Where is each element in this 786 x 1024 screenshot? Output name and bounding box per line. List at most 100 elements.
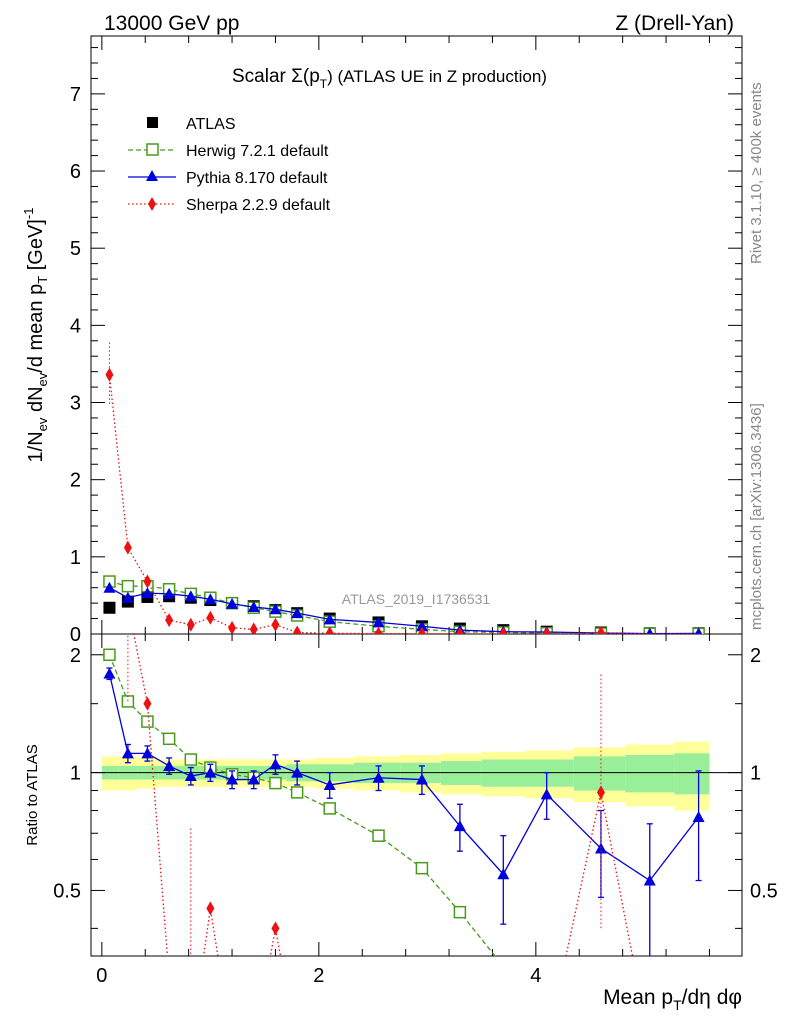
main-point-sherpa-4	[186, 617, 195, 632]
main-point-sherpa-5	[206, 610, 215, 625]
main-point-pythia-8	[269, 603, 282, 615]
main-line-herwig	[109, 580, 699, 634]
ratio-point-pythia-10	[323, 778, 336, 790]
ratio-point-pythia-5	[204, 766, 217, 778]
main-point-pythia-18	[694, 627, 703, 634]
ratio-point-pythia-3	[163, 759, 176, 771]
ratio-point-sherpa-16	[596, 785, 605, 800]
ratio-point-herwig-0	[103, 648, 116, 662]
main-point-pythia-1	[121, 591, 134, 603]
x-axis-title: Mean pT/dη dφ	[603, 986, 742, 1013]
main-point-sherpa-8	[271, 617, 280, 632]
legend-label-herwig: Herwig 7.2.1 default	[186, 143, 329, 160]
plot-title-sub: T	[320, 77, 328, 91]
main-point-pythia-11	[372, 616, 385, 628]
header-left: 13000 GeV pp	[104, 12, 239, 35]
x-tick-label-2: 4	[530, 965, 541, 987]
y-ratio-tick-label-right-1: 1	[750, 763, 761, 785]
y-main-tick-label-3: 3	[70, 393, 81, 415]
y-ratio-tick-label-0: 0.5	[53, 880, 81, 902]
ratio-point-sherpa-2	[143, 696, 152, 711]
legend-marker-herwig	[146, 143, 159, 156]
y-main-tick-label-0: 0	[70, 624, 81, 646]
main-point-pythia-3	[163, 587, 176, 599]
ratio-point-pythia-15	[540, 788, 553, 800]
y-main-tick-label-1: 1	[70, 547, 81, 569]
ratio-point-pythia-12	[415, 773, 428, 785]
ratio-line-sherpa	[133, 634, 634, 956]
main-point-sherpa-3	[165, 613, 174, 628]
ratio-point-pythia-2	[141, 747, 154, 759]
y-main-tick-label-2: 2	[70, 470, 81, 492]
ratio-point-herwig-3	[162, 732, 176, 746]
main-point-pythia-9	[291, 607, 304, 619]
band-green-17	[625, 754, 675, 793]
ratio-point-pythia-17	[643, 874, 656, 886]
plot-title-main: Scalar Σ(p	[232, 66, 320, 87]
main-point-sherpa-7	[249, 622, 258, 634]
ratio-point-herwig-11	[372, 829, 385, 842]
main-point-sherpa-15	[542, 626, 551, 634]
legend-label-atlas: ATLAS	[186, 116, 236, 133]
plot-title: Scalar Σ(pT) (ATLAS UE in Z production)	[232, 66, 547, 91]
main-point-pythia-4	[184, 590, 197, 602]
x-tick-label-1: 2	[313, 965, 324, 987]
main-point-herwig-1	[121, 579, 135, 593]
ratio-point-pythia-13	[453, 820, 466, 832]
main-point-pythia-10	[323, 613, 336, 625]
ratio-point-herwig-8	[269, 776, 282, 790]
y-ratio-tick-label-2: 2	[70, 645, 81, 667]
data-series	[103, 342, 705, 956]
ratio-point-pythia-11	[372, 771, 385, 783]
ratio-point-herwig-9	[290, 786, 304, 799]
main-point-sherpa-16	[596, 625, 605, 634]
ratio-point-herwig-4	[184, 753, 198, 766]
legend-marker-atlas	[147, 117, 158, 128]
y-ratio-tick-label-right-0: 0.5	[750, 880, 778, 902]
main-point-sherpa-14	[499, 626, 508, 634]
legend-label-sherpa: Sherpa 2.2.9 default	[186, 197, 331, 214]
main-point-pythia-6	[226, 597, 239, 609]
ratio-point-pythia-0	[103, 667, 116, 679]
y-axis-title-ratio: Ratio to ATLAS	[24, 744, 41, 845]
ratio-point-pythia-4	[184, 770, 197, 782]
ratio-point-herwig-12	[415, 861, 429, 875]
ratio-point-pythia-7	[247, 773, 260, 785]
main-point-pythia-12	[415, 620, 428, 632]
legend-marker-pythia	[146, 170, 158, 181]
band-green-14	[481, 759, 525, 787]
ratio-point-herwig-10	[323, 802, 336, 815]
main-point-sherpa-1	[123, 540, 132, 555]
ratio-line-herwig	[108, 654, 496, 956]
y-main-tick-label-4: 4	[70, 315, 81, 337]
ratio-point-pythia-6	[226, 773, 239, 785]
ratio-point-sherpa-8	[271, 921, 280, 936]
analysis-id-label: ATLAS_2019_I1736531	[342, 591, 491, 607]
main-point-sherpa-10	[325, 626, 334, 634]
main-point-sherpa-11	[374, 626, 383, 634]
main-point-sherpa-2	[143, 574, 152, 589]
y-main-tick-label-7: 7	[70, 84, 81, 106]
main-point-sherpa-12	[417, 626, 426, 634]
y-main-tick-label-5: 5	[70, 238, 81, 260]
main-panel-series	[103, 342, 705, 634]
main-point-sherpa-13	[455, 626, 464, 634]
ratio-point-herwig-2	[141, 715, 154, 728]
y-main-tick-label-6: 6	[70, 161, 81, 183]
ratio-point-herwig-1	[121, 695, 135, 708]
legend: ATLAS Herwig 7.2.1 default Pythia 8.170 …	[128, 116, 331, 214]
y-axis-title-main: 1/Nev dNev/d mean pT [GeV]-1	[21, 208, 50, 463]
main-point-pythia-5	[204, 593, 217, 605]
main-point-sherpa-6	[228, 620, 237, 634]
main-point-pythia-17	[646, 627, 654, 634]
plot-title-rest: ) (ATLAS UE in Z production)	[327, 67, 547, 86]
ratio-point-sherpa-5	[206, 901, 215, 916]
main-point-pythia-2	[141, 587, 154, 599]
y-ratio-tick-label-1: 1	[70, 763, 81, 785]
ratio-point-pythia-14	[497, 868, 510, 880]
main-point-sherpa-9	[293, 625, 302, 634]
ratio-point-pythia-18	[692, 811, 705, 823]
band-green-16	[573, 756, 626, 791]
header-right: Z (Drell-Yan)	[615, 12, 734, 35]
